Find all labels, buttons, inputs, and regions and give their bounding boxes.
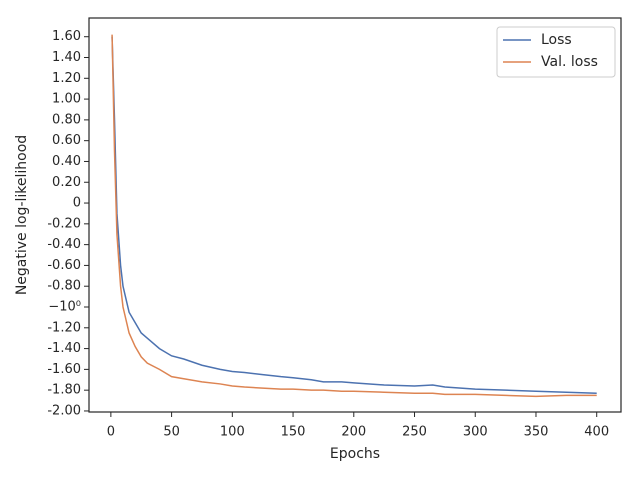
y-tick-label: -2.00 [47, 403, 81, 418]
y-tick-label: -0.60 [47, 258, 81, 273]
y-tick-label: 0.80 [52, 112, 81, 127]
x-tick-label: 300 [463, 425, 488, 440]
x-tick-label: 0 [107, 425, 115, 440]
y-tick-label: 0.20 [52, 175, 81, 190]
x-tick-label: 400 [584, 425, 609, 440]
y-tick-label: 0.60 [52, 133, 81, 148]
y-tick-label: 0 [73, 196, 81, 211]
plot-frame [88, 17, 622, 413]
y-tick-label: 0.40 [52, 154, 81, 169]
x-tick-label: 250 [402, 425, 427, 440]
x-tick-label: 150 [281, 425, 306, 440]
y-tick-label: -0.20 [47, 216, 81, 231]
x-tick-label: 350 [524, 425, 549, 440]
y-tick-label: 1.60 [52, 29, 81, 44]
y-tick-label: 1.00 [52, 92, 81, 107]
y-tick-label: 1.20 [52, 71, 81, 86]
x-axis-label: Epochs [330, 446, 380, 462]
y-tick-label: -1.20 [47, 320, 81, 335]
y-tick-label: -1.40 [47, 341, 81, 356]
legend-label: Val. loss [541, 54, 598, 70]
series-line [111, 36, 597, 395]
x-tick-label: 100 [220, 425, 245, 440]
x-tick-label: 200 [341, 425, 366, 440]
y-tick-label: -0.40 [47, 237, 81, 252]
legend-label: Loss [541, 32, 572, 48]
x-tick-label: 50 [163, 425, 180, 440]
y-tick-label: -1.60 [47, 362, 81, 377]
y-tick-label: 1.40 [52, 50, 81, 65]
y-tick-label: -0.80 [47, 279, 81, 294]
y-tick-label: −10⁰ [48, 300, 81, 315]
y-tick-label: -1.80 [47, 383, 81, 398]
series-line [111, 34, 597, 398]
y-axis-label: Negative log-likelihood [14, 135, 30, 295]
